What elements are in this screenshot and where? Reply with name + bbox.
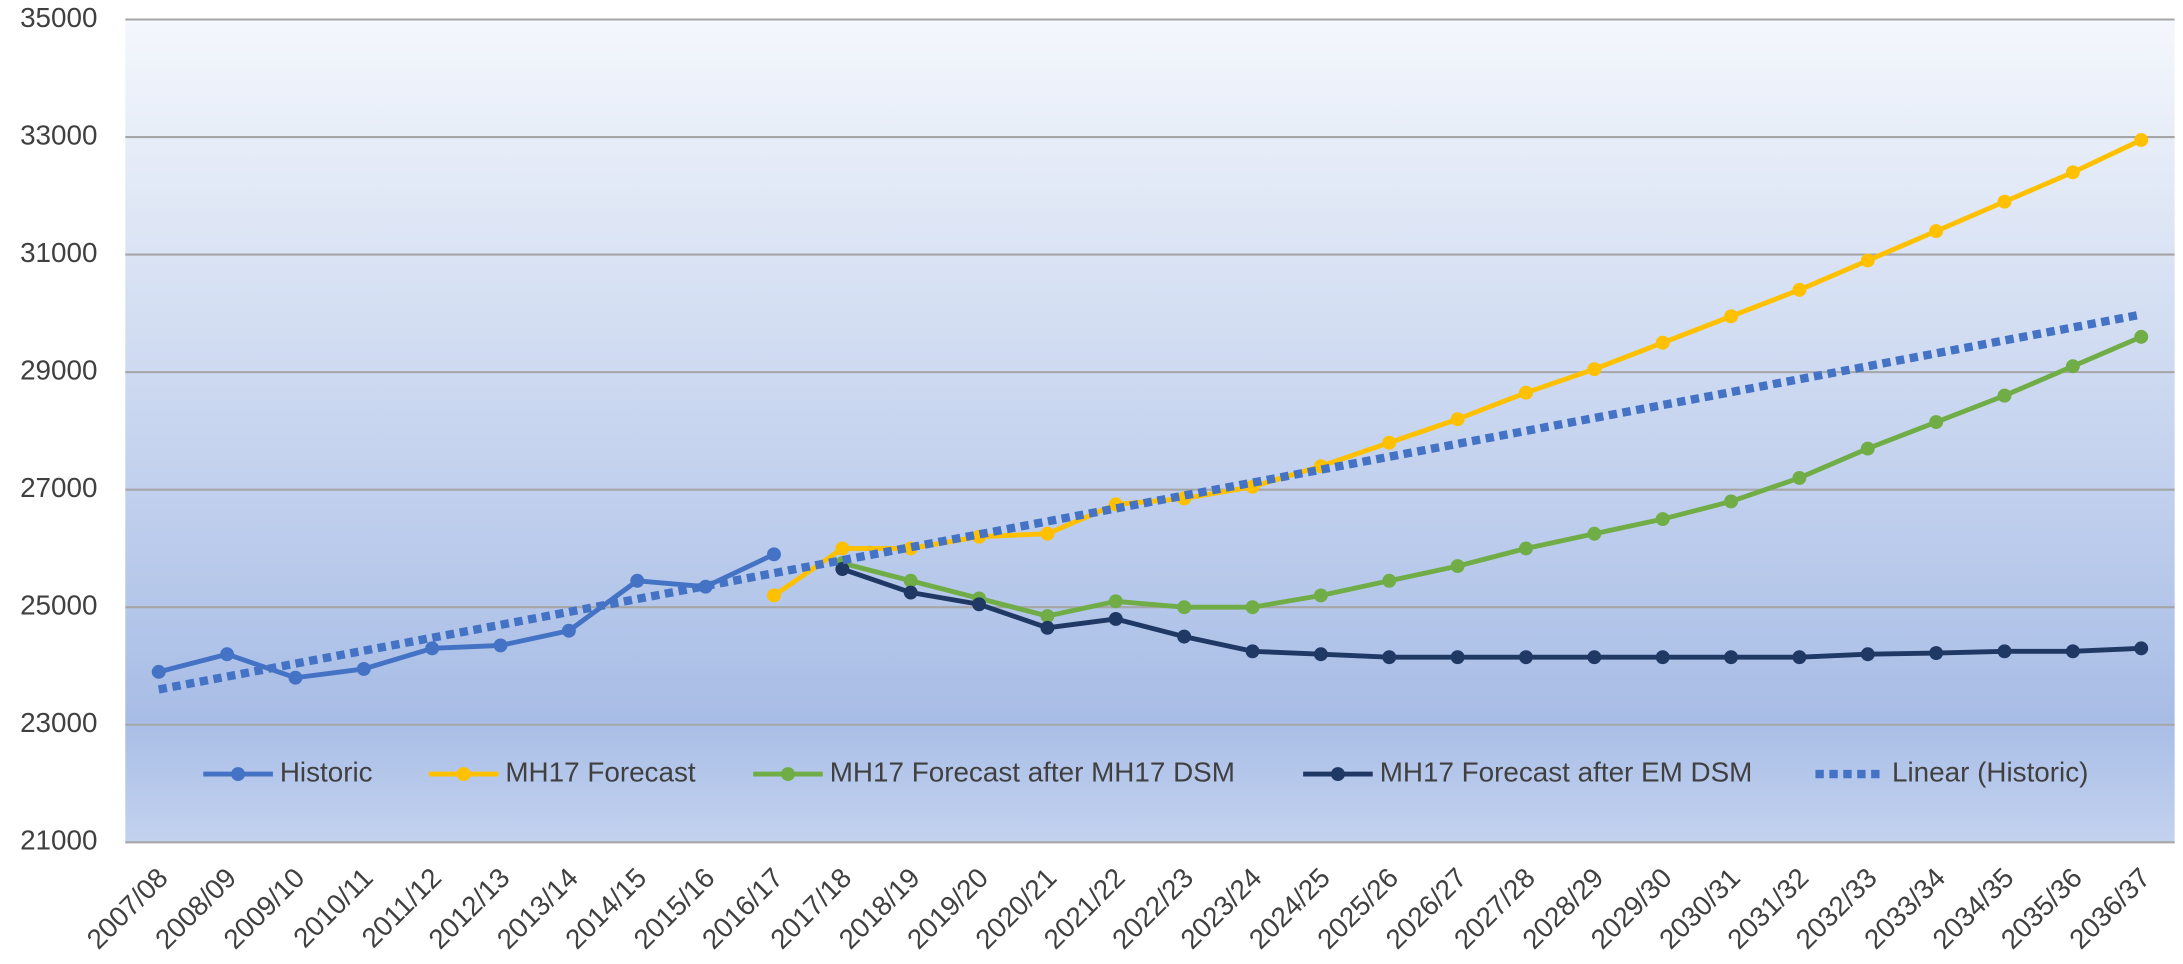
y-tick-label: 25000 <box>20 590 97 621</box>
point <box>1450 412 1465 427</box>
point <box>972 597 987 612</box>
point <box>1313 588 1328 603</box>
y-tick-label: 23000 <box>20 707 97 738</box>
legend-marker <box>456 767 471 782</box>
point <box>1382 435 1397 450</box>
point <box>1587 526 1602 541</box>
point <box>2065 165 2080 180</box>
legend-label: MH17 Forecast after EM DSM <box>1380 756 1753 787</box>
point <box>1929 646 1944 661</box>
point <box>903 585 918 600</box>
point <box>2065 644 2080 659</box>
point <box>1997 194 2012 209</box>
point <box>1587 650 1602 665</box>
point <box>493 638 508 653</box>
point <box>2065 359 2080 374</box>
legend-label: Linear (Historic) <box>1892 756 2088 787</box>
legend-label: MH17 Forecast after MH17 DSM <box>830 756 1235 787</box>
point <box>1519 541 1533 556</box>
point <box>1519 385 1533 400</box>
point <box>2134 641 2149 656</box>
point <box>1040 526 1055 541</box>
point <box>1313 647 1328 662</box>
point <box>1724 309 1739 324</box>
y-tick-label: 29000 <box>20 354 97 385</box>
point <box>1450 559 1465 574</box>
point <box>220 647 235 662</box>
point <box>1245 644 1260 659</box>
point <box>1245 600 1260 615</box>
point <box>1177 629 1192 644</box>
point <box>835 562 850 576</box>
point <box>1108 594 1123 609</box>
trend-line <box>157 310 2143 694</box>
plot-area <box>125 19 2175 843</box>
point <box>1997 388 2012 403</box>
point <box>1792 650 1807 665</box>
legend-label: MH17 Forecast <box>505 756 695 787</box>
point <box>1655 650 1670 665</box>
point <box>151 664 166 679</box>
point <box>1860 441 1875 456</box>
legend-marker <box>781 767 795 782</box>
legend-marker <box>1330 767 1345 782</box>
point <box>1997 644 2012 659</box>
point <box>903 573 918 588</box>
point <box>767 547 781 562</box>
point <box>288 670 303 685</box>
point <box>1860 647 1875 662</box>
point <box>767 588 781 603</box>
point <box>1040 609 1055 623</box>
point <box>1929 415 1944 430</box>
point <box>561 623 576 638</box>
point <box>1860 253 1875 268</box>
y-tick-label: 21000 <box>20 825 97 856</box>
point <box>1655 512 1670 527</box>
point <box>1792 282 1807 297</box>
point <box>1040 620 1055 635</box>
point <box>1382 650 1397 665</box>
y-tick-label: 27000 <box>20 472 97 503</box>
point <box>2134 133 2149 147</box>
point <box>2134 329 2149 344</box>
legend-marker <box>231 767 246 782</box>
point <box>1382 573 1397 588</box>
series-line <box>841 566 2142 660</box>
point <box>425 641 440 656</box>
point <box>1108 612 1123 626</box>
point <box>1655 335 1670 350</box>
point <box>1587 362 1602 377</box>
point <box>835 541 850 556</box>
legend-label: Historic <box>280 756 373 787</box>
point <box>1724 650 1739 665</box>
y-tick-label: 33000 <box>20 119 97 150</box>
point <box>1519 650 1533 665</box>
point <box>356 661 371 676</box>
point <box>1177 600 1192 615</box>
series-line <box>841 334 2143 619</box>
point <box>1724 494 1739 509</box>
point <box>1450 650 1465 665</box>
point <box>630 573 645 588</box>
point <box>1792 470 1807 485</box>
point <box>1929 224 1944 239</box>
y-tick-label: 31000 <box>20 237 97 268</box>
y-tick-label: 35000 <box>20 2 97 33</box>
